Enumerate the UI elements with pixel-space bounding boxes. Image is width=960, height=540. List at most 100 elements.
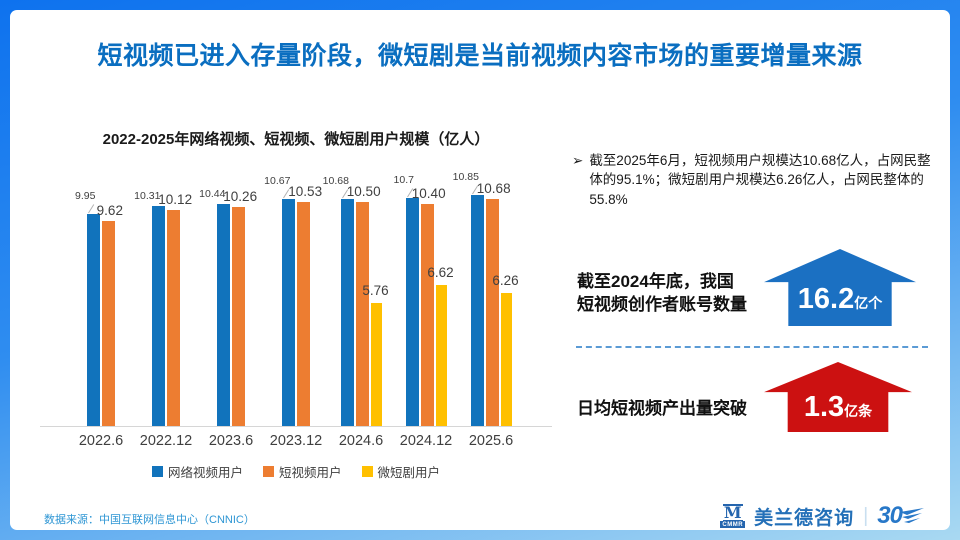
bar-group: 9.95 9.62 [69,155,134,426]
creator-accounts-label: 截至2024年底，我国 短视频创作者账号数量 [577,272,747,314]
chart-title: 2022-2025年网络视频、短视频、微短剧用户规模（亿人） [102,131,490,148]
bar-value-label: 10.68 [322,174,349,187]
bar-value-label: 10.7 [393,174,414,187]
company-logo: M CMMR 美兰德咨询 | 30 [720,502,924,530]
bar-value-label: 9.62 [96,203,123,219]
legend-swatch-icon [151,466,163,477]
category-label: 2024.12 [399,433,453,449]
bar-value-label: 10.12 [158,192,193,208]
up-arrow-blue: 16.2 亿个 [764,249,916,326]
bullet-arrow-icon: ➢ [572,153,584,168]
bar-wrap: 10.44 [199,188,230,426]
bar-wrap: 6.62 [427,265,454,426]
data-source-note: 数据来源：中国互联网信息中心（CNNIC） [44,514,255,526]
bar-group: 10.67 10.53 [264,155,329,426]
legend-swatch-icon [262,466,274,477]
legend-label: 微短剧用户 [377,466,441,480]
bar-wrap: 10.68 [323,175,354,426]
bar-网络视频用户 [340,198,354,426]
bar-value-label: 10.85 [452,170,479,183]
slide: 短视频已进入存量阶段，微短剧是当前视频内容市场的重要增量来源 2022-2025… [10,10,950,530]
legend-swatch-icon [361,466,373,477]
up-arrow-red: 1.3 亿条 [764,362,912,432]
cmmr-monogram-icon: M CMMR [720,502,746,529]
bar-wrap: 9.62 [97,203,123,426]
chart-plot-area: 9.95 9.62 10.31 10.12 10.44 10.26 10.67 10.53 10… [40,155,552,427]
bar-value-label: 5.76 [362,283,389,299]
bar-group: 10.85 10.68 6.26 [453,155,524,426]
legend-label: 网络视频用户 [167,466,243,480]
bar-短视频用户 [297,201,310,426]
bar-group: 10.68 10.50 5.76 [323,155,394,426]
chart-legend: 网络视频用户 短视频用户 微短剧用户 [40,462,552,481]
bar-微短剧用户 [370,303,382,426]
bar-value-label: 6.62 [427,265,454,280]
bar-微短剧用户 [500,292,512,426]
dashed-divider [576,346,928,348]
bar-value-label: 10.53 [288,183,323,199]
creator-accounts-unit: 亿个 [854,295,883,311]
daily-output-unit: 亿条 [844,403,873,419]
bullet-text: 截至2025年6月，短视频用户规模达10.68亿人，占网民整体的95.1%；微短… [589,153,931,207]
legend-item: 网络视频用户 [151,462,243,481]
bar-wrap: 10.7 [394,174,419,426]
bar-value-label: 10.50 [346,184,381,200]
bar-wrap: 10.67 [264,175,295,426]
brand-name: 美兰德咨询 [754,507,855,529]
category-label: 2023.6 [208,433,254,449]
bar-wrap: 6.26 [492,273,519,426]
label-leader-line [88,204,95,214]
logo-divider: | [863,504,869,527]
bar-group: 10.31 10.12 [134,155,199,426]
bar-chart: 2022-2025年网络视频、短视频、微短剧用户规模（亿人） 9.95 9.62 1… [40,128,552,481]
bar-group: 10.7 10.40 6.62 [394,155,459,426]
bar-wrap: 10.68 [477,181,511,426]
bar-网络视频用户 [87,214,100,426]
bar-网络视频用户 [217,203,230,426]
wing-icon [900,508,924,523]
bar-短视频用户 [420,204,434,426]
creator-accounts-value: 16.2 [797,283,855,315]
slide-title: 短视频已进入存量阶段，微短剧是当前视频内容市场的重要增量来源 [97,42,863,70]
bar-wrap: 10.50 [347,184,381,426]
bar-短视频用户 [167,210,180,426]
legend-item: 短视频用户 [262,462,342,481]
legend-label: 短视频用户 [278,466,342,480]
category-label: 2022.12 [139,433,193,449]
category-label: 2023.12 [269,433,323,449]
bar-value-label: 6.26 [492,272,519,288]
bar-wrap: 10.53 [288,184,322,426]
bar-短视频用户 [355,202,369,426]
chart-category-axis: 2022.6 2022.12 2023.6 2023.12 2024.6 2024.12 2… [40,433,552,449]
bar-网络视频用户 [405,198,419,426]
bar-value-label: 10.44 [199,187,226,200]
daily-output-value: 1.3 [803,391,845,423]
legend-item: 微短剧用户 [361,462,441,481]
daily-output-label: 日均短视频产出量突破 [577,399,747,418]
bar-网络视频用户 [152,206,165,426]
bar-value-label: 10.40 [411,186,446,202]
bar-网络视频用户 [470,194,484,426]
bar-value-label: 10.26 [223,189,258,205]
bar-value-label: 10.67 [264,174,291,187]
bar-wrap: 10.31 [134,190,165,426]
bar-短视频用户 [102,221,115,426]
bar-value-label: 9.95 [75,190,96,203]
key-finding-bullet: ➢ 截至2025年6月，短视频用户规模达10.68亿人，占网民整体的95.1%；… [572,151,944,209]
category-label: 2024.6 [338,433,384,449]
bar-wrap: 9.95 [75,190,100,426]
category-label: 2022.6 [78,433,124,449]
category-label: 2025.6 [468,433,514,449]
bar-wrap: 10.12 [158,192,192,426]
bar-value-label: 10.68 [476,180,511,196]
bar-wrap: 5.76 [362,283,389,426]
bar-value-label: 10.31 [134,190,161,203]
bar-短视频用户 [485,198,499,426]
bar-group: 10.44 10.26 [199,155,264,426]
bar-网络视频用户 [282,198,295,426]
bar-wrap: 10.85 [453,171,484,426]
bar-微短剧用户 [435,285,447,426]
bar-wrap: 10.40 [412,186,446,426]
bar-wrap: 10.26 [223,189,257,426]
